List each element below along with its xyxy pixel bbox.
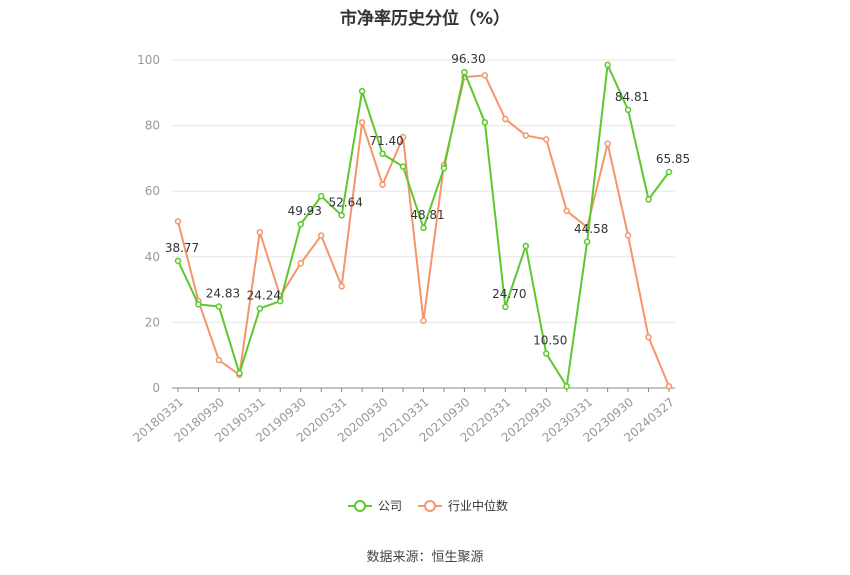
data-point <box>481 72 489 79</box>
data-point <box>563 383 570 390</box>
data-point <box>236 369 243 377</box>
data-label: 44.58 <box>574 222 608 236</box>
y-tick-label: 80 <box>145 119 160 133</box>
data-point <box>256 305 264 312</box>
data-point <box>215 356 223 364</box>
data-point <box>481 119 489 126</box>
data-point <box>195 301 202 308</box>
legend-label: 公司 <box>378 499 402 513</box>
data-label: 71.40 <box>369 134 403 148</box>
data-label: 10.50 <box>533 334 567 348</box>
data-point <box>277 297 284 305</box>
data-point <box>379 150 386 158</box>
data-point <box>338 212 345 219</box>
data-point <box>174 218 182 225</box>
data-point <box>317 232 325 239</box>
legend-label: 行业中位数 <box>448 498 508 513</box>
y-tick-label: 20 <box>145 315 160 329</box>
data-point <box>604 140 611 147</box>
data-point <box>522 132 530 139</box>
data-label: 48.81 <box>410 208 444 222</box>
data-label: 65.85 <box>656 152 690 166</box>
y-tick-label: 100 <box>137 53 160 67</box>
legend-marker <box>354 500 366 512</box>
data-point <box>563 207 570 215</box>
data-point <box>358 87 366 95</box>
data-point <box>420 317 427 325</box>
chart-source: 数据来源：恒生聚源 <box>366 550 484 565</box>
data-point <box>624 232 632 239</box>
data-point <box>297 260 304 267</box>
y-tick-label: 60 <box>145 184 160 198</box>
data-point <box>624 106 632 114</box>
data-point <box>338 283 345 290</box>
y-tick-label: 0 <box>152 381 160 395</box>
data-point <box>174 257 182 265</box>
data-point <box>399 163 407 170</box>
data-point <box>420 224 427 232</box>
data-point <box>502 303 509 311</box>
data-point <box>645 333 652 341</box>
data-point <box>379 181 386 188</box>
data-point <box>440 164 448 172</box>
data-point <box>297 220 304 228</box>
y-tick-label: 40 <box>145 250 160 264</box>
data-point <box>502 115 509 123</box>
data-point <box>665 383 673 390</box>
data-point <box>399 133 407 141</box>
legend-marker <box>424 500 436 512</box>
data-label: 24.24 <box>247 288 281 302</box>
data-point <box>543 350 550 357</box>
chart-title: 市净率历史分位（%） <box>339 9 511 29</box>
data-label: 24.70 <box>492 287 526 301</box>
data-point <box>256 228 264 236</box>
data-point <box>317 192 325 200</box>
data-label: 38.77 <box>165 241 199 255</box>
data-label: 84.81 <box>615 90 649 104</box>
data-point <box>665 168 673 176</box>
data-point <box>358 119 366 126</box>
data-point <box>604 61 611 69</box>
data-point <box>645 196 652 203</box>
data-label: 52.64 <box>328 195 362 209</box>
data-point <box>543 136 550 143</box>
data-label: 24.83 <box>206 287 240 301</box>
data-point <box>583 238 591 246</box>
data-label: 96.30 <box>451 52 485 66</box>
data-label: 49.93 <box>288 204 322 218</box>
data-point <box>215 303 223 310</box>
data-point <box>461 68 468 76</box>
data-point <box>522 242 530 250</box>
